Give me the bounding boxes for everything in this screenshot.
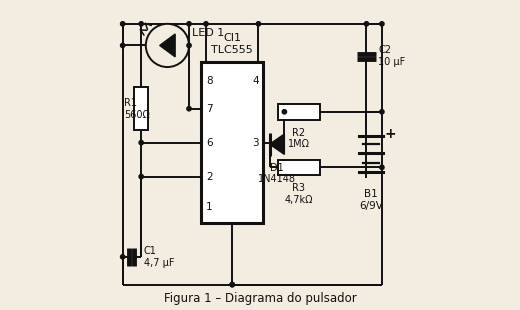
Text: C1
4,7 μF: C1 4,7 μF bbox=[144, 246, 174, 268]
Circle shape bbox=[380, 110, 384, 114]
Bar bbox=[134, 87, 148, 130]
Circle shape bbox=[139, 140, 144, 145]
Text: C2
10 μF: C2 10 μF bbox=[378, 46, 406, 67]
Circle shape bbox=[121, 22, 125, 26]
Circle shape bbox=[282, 110, 287, 114]
Circle shape bbox=[187, 107, 191, 111]
Circle shape bbox=[204, 22, 208, 26]
Text: 8: 8 bbox=[206, 76, 212, 86]
Circle shape bbox=[256, 22, 261, 26]
Circle shape bbox=[187, 22, 191, 26]
Bar bbox=[278, 104, 320, 120]
Circle shape bbox=[380, 22, 384, 26]
Polygon shape bbox=[269, 134, 284, 154]
Text: 2: 2 bbox=[206, 172, 212, 182]
Circle shape bbox=[380, 165, 384, 170]
Text: CI1
TLC555: CI1 TLC555 bbox=[211, 33, 253, 55]
Text: Figura 1 – Diagrama do pulsador: Figura 1 – Diagrama do pulsador bbox=[164, 292, 356, 305]
Circle shape bbox=[230, 282, 235, 287]
Circle shape bbox=[230, 282, 235, 287]
Text: R3
4,7kΩ: R3 4,7kΩ bbox=[284, 184, 313, 205]
Text: D1
1N4148: D1 1N4148 bbox=[258, 163, 296, 184]
Circle shape bbox=[139, 175, 144, 179]
Text: B1
6/9V: B1 6/9V bbox=[359, 189, 383, 210]
Circle shape bbox=[139, 22, 144, 26]
Circle shape bbox=[121, 255, 125, 259]
Text: 4: 4 bbox=[252, 76, 258, 86]
Text: R2
1MΩ: R2 1MΩ bbox=[288, 128, 309, 149]
Circle shape bbox=[365, 22, 369, 26]
Polygon shape bbox=[160, 34, 175, 57]
Circle shape bbox=[187, 43, 191, 48]
Circle shape bbox=[146, 24, 189, 67]
Text: +: + bbox=[384, 127, 396, 141]
Bar bbox=[278, 160, 320, 175]
Bar bbox=[201, 62, 263, 223]
Text: LED 1: LED 1 bbox=[192, 28, 224, 38]
Text: 1: 1 bbox=[206, 202, 212, 212]
Text: 6: 6 bbox=[206, 138, 212, 148]
Text: R1
560Ω: R1 560Ω bbox=[124, 98, 150, 120]
Circle shape bbox=[121, 43, 125, 48]
Text: 3: 3 bbox=[252, 138, 258, 148]
Text: 7: 7 bbox=[206, 104, 212, 114]
